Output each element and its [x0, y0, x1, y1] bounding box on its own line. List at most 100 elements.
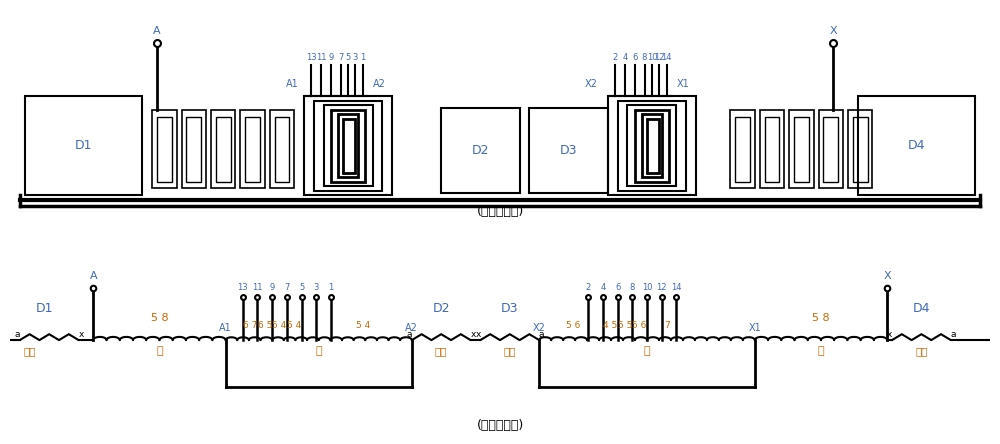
Text: A1: A1: [219, 323, 232, 333]
Bar: [760, 110, 784, 188]
Text: A: A: [153, 26, 161, 36]
Bar: [608, 96, 696, 195]
Text: A1: A1: [286, 79, 299, 89]
Text: 5 4: 5 4: [287, 321, 301, 330]
Bar: [331, 110, 365, 182]
Bar: [765, 117, 779, 182]
Text: 左闭: 左闭: [23, 346, 36, 357]
Text: 8: 8: [630, 283, 635, 293]
Text: 11: 11: [316, 52, 326, 62]
Text: 5 4: 5 4: [272, 321, 287, 330]
Bar: [853, 117, 868, 182]
Text: a: a: [951, 329, 956, 339]
Text: 5: 5: [345, 52, 351, 62]
Text: 13: 13: [306, 52, 317, 62]
Text: 14: 14: [671, 283, 682, 293]
Text: 13: 13: [237, 283, 248, 293]
Text: D1: D1: [36, 301, 53, 315]
Text: x: x: [887, 329, 892, 339]
Bar: [730, 110, 755, 188]
Text: 7: 7: [664, 321, 669, 330]
Text: A2: A2: [373, 79, 385, 89]
Text: 1: 1: [328, 283, 334, 293]
Text: 7: 7: [284, 283, 290, 293]
Text: D2: D2: [432, 301, 450, 315]
Bar: [858, 96, 975, 195]
Text: 左: 左: [818, 346, 824, 357]
Text: 右闭: 右闭: [504, 346, 516, 357]
Text: 4: 4: [600, 283, 606, 293]
Bar: [848, 110, 872, 188]
Bar: [647, 119, 659, 173]
Text: 5 4: 5 4: [356, 321, 370, 330]
Text: 2: 2: [586, 283, 591, 293]
Text: X1: X1: [748, 323, 761, 333]
Text: 6 7: 6 7: [243, 321, 257, 330]
Text: D3: D3: [560, 144, 577, 157]
Text: 7: 7: [338, 52, 343, 62]
Text: X: X: [829, 26, 837, 36]
Text: 12: 12: [654, 52, 664, 62]
Bar: [211, 110, 235, 188]
Bar: [343, 119, 355, 173]
Text: 10: 10: [647, 52, 657, 62]
Bar: [157, 117, 172, 182]
Text: x: x: [78, 329, 84, 339]
Bar: [182, 110, 206, 188]
Text: A2: A2: [405, 323, 418, 333]
Bar: [441, 107, 520, 193]
Text: 5 8: 5 8: [151, 313, 168, 323]
Text: 右: 右: [644, 346, 650, 357]
Text: X2: X2: [585, 79, 598, 89]
Text: 4: 4: [622, 52, 628, 62]
Text: 6: 6: [615, 283, 620, 293]
Text: D4: D4: [908, 139, 925, 152]
Bar: [245, 117, 260, 182]
Bar: [270, 110, 294, 188]
Bar: [642, 114, 662, 177]
Bar: [324, 105, 373, 186]
Text: 右: 右: [315, 346, 322, 357]
Text: 9: 9: [270, 283, 275, 293]
Text: a: a: [539, 329, 544, 339]
Text: X: X: [883, 270, 891, 281]
Text: D3: D3: [501, 301, 519, 315]
Bar: [819, 110, 843, 188]
Text: 14: 14: [661, 52, 672, 62]
Bar: [618, 101, 686, 190]
Text: 5 5: 5 5: [618, 321, 632, 330]
Text: X2: X2: [533, 323, 546, 333]
Text: 9: 9: [328, 52, 334, 62]
Text: 5: 5: [299, 283, 304, 293]
Text: x: x: [475, 329, 481, 339]
Text: 8: 8: [642, 52, 647, 62]
Text: 左: 左: [156, 346, 163, 357]
Text: a: a: [407, 329, 412, 339]
Text: (线圈施工图): (线圈施工图): [476, 205, 524, 218]
Text: 5 6: 5 6: [566, 321, 581, 330]
Text: D4: D4: [913, 301, 930, 315]
Bar: [216, 117, 230, 182]
Bar: [529, 107, 608, 193]
Bar: [627, 105, 676, 186]
Text: a: a: [15, 329, 20, 339]
Text: (线圈原理图): (线圈原理图): [476, 420, 524, 432]
Bar: [25, 96, 142, 195]
Text: D1: D1: [75, 139, 92, 152]
Bar: [186, 117, 201, 182]
Bar: [314, 101, 382, 190]
Bar: [823, 117, 838, 182]
Bar: [152, 110, 177, 188]
Text: 6 5: 6 5: [258, 321, 272, 330]
Text: x: x: [470, 329, 476, 339]
Text: 5 6: 5 6: [632, 321, 647, 330]
Text: 6: 6: [632, 52, 637, 62]
Text: 11: 11: [252, 283, 263, 293]
Bar: [304, 96, 392, 195]
Text: 3: 3: [314, 283, 319, 293]
Text: 1: 1: [360, 52, 365, 62]
Bar: [338, 114, 358, 177]
Text: 12: 12: [656, 283, 667, 293]
Text: X1: X1: [676, 79, 689, 89]
Text: 10: 10: [642, 283, 652, 293]
